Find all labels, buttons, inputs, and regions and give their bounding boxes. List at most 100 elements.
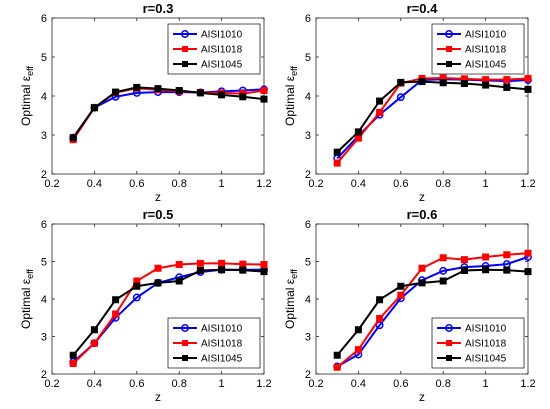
legend-marker (446, 61, 452, 67)
y-axis-label-sub: eff (289, 66, 299, 76)
data-point (260, 95, 268, 103)
data-point (503, 83, 511, 91)
x-tick-label: 1 (483, 378, 489, 390)
y-tick-label: 2 (41, 169, 47, 181)
chart-panel-1: r=0.3 0.2 0.4 0.6 0.8 1 1.2 2 3 4 5 6 z Optimal εeff A… (19, 1, 272, 204)
legend-label: AISI1010 (201, 30, 243, 41)
data-point (460, 256, 468, 264)
data-point (112, 296, 120, 304)
data-point (69, 351, 77, 359)
data-point (376, 315, 384, 322)
data-point (503, 251, 511, 259)
data-point (218, 259, 226, 267)
data-point (154, 279, 162, 287)
data-point (460, 80, 468, 88)
y-tick-label: 3 (305, 130, 311, 142)
data-point (376, 108, 384, 116)
chart-title: r=0.3 (143, 1, 174, 16)
legend-label: AISI1045 (465, 60, 507, 71)
y-tick-label: 6 (305, 13, 311, 25)
series-line-AISI1010 (72, 88, 265, 139)
data-point (175, 277, 183, 285)
data-point (376, 97, 384, 105)
legend-label: AISI1010 (201, 324, 243, 335)
y-tick-label: 6 (305, 219, 311, 231)
y-tick-label: 4 (41, 294, 47, 306)
legend-marker (445, 30, 453, 38)
data-point (460, 267, 468, 274)
data-point (196, 259, 204, 267)
data-point (218, 91, 226, 99)
x-tick-label: 1.2 (256, 378, 271, 390)
legend-marker (446, 355, 452, 361)
data-point (397, 282, 405, 290)
x-tick-label: 0.4 (87, 378, 102, 390)
x-tick-label: 0.6 (393, 378, 408, 390)
series-line-AISI1018 (72, 262, 265, 365)
chart-title: r=0.4 (407, 1, 438, 16)
x-tick-label: 1.2 (520, 378, 535, 390)
data-point (69, 360, 77, 367)
y-tick-label: 5 (305, 257, 311, 269)
legend-label: AISI1018 (201, 339, 243, 350)
chart-panel-2: r=0.4 0.2 0.4 0.6 0.8 1 1.2 2 3 4 5 6 z Optimal εeff A… (283, 1, 536, 204)
data-point (218, 266, 226, 274)
data-point (482, 253, 490, 261)
data-point (503, 76, 511, 84)
x-tick-label: 0.8 (436, 378, 451, 390)
legend-marker (182, 46, 188, 52)
x-tick-label: 1.2 (520, 178, 535, 190)
data-point (354, 346, 362, 354)
data-point (90, 104, 98, 112)
x-axis-label: z (155, 390, 161, 404)
data-point (524, 85, 532, 93)
data-point (260, 261, 268, 268)
legend-marker (446, 46, 452, 52)
data-point (154, 264, 162, 272)
y-tick-label: 6 (41, 13, 47, 25)
legend-label: AISI1045 (201, 354, 243, 365)
y-axis-label: Optimal εeff (283, 269, 299, 329)
data-point (375, 321, 384, 330)
x-tick-label: 0.6 (129, 178, 144, 190)
x-tick-label: 0.2 (308, 378, 323, 390)
y-tick-label: 5 (41, 257, 47, 269)
data-point (133, 282, 141, 290)
data-point (396, 93, 405, 102)
data-point (397, 291, 405, 299)
data-point (90, 339, 98, 347)
data-point (397, 78, 405, 86)
legend-marker (182, 355, 188, 361)
legend-marker (182, 61, 188, 67)
data-point (133, 83, 141, 91)
y-axis-label: Optimal εeff (19, 66, 35, 126)
series-line-AISI1045 (72, 268, 265, 356)
data-point (333, 363, 341, 371)
data-point (239, 93, 247, 101)
y-tick-label: 5 (305, 52, 311, 64)
x-axis-label: z (419, 190, 425, 204)
y-axis-label-sub: eff (25, 269, 35, 279)
data-point (132, 293, 141, 302)
x-tick-label: 0.6 (393, 178, 408, 190)
data-point (196, 267, 204, 274)
x-tick-label: 0.2 (44, 178, 59, 190)
y-tick-label: 3 (41, 130, 47, 142)
data-point (524, 268, 532, 276)
data-point (333, 159, 341, 167)
legend-marker (181, 324, 189, 332)
y-axis-label-main: Optimal ε (283, 75, 297, 126)
series-line-AISI1010 (336, 256, 529, 368)
x-tick-label: 1.2 (256, 178, 271, 190)
data-point (333, 351, 341, 359)
y-axis-label: Optimal εeff (19, 269, 35, 329)
data-point (112, 88, 120, 96)
data-point (482, 81, 490, 89)
legend-label: AISI1018 (201, 45, 243, 56)
y-axis-label-sub: eff (25, 66, 35, 76)
y-tick-label: 2 (305, 169, 311, 181)
series-line-AISI1045 (336, 80, 529, 153)
series-line-AISI1018 (336, 77, 529, 164)
legend: AISI1010 AISI1018 AISI1045 (431, 23, 525, 75)
